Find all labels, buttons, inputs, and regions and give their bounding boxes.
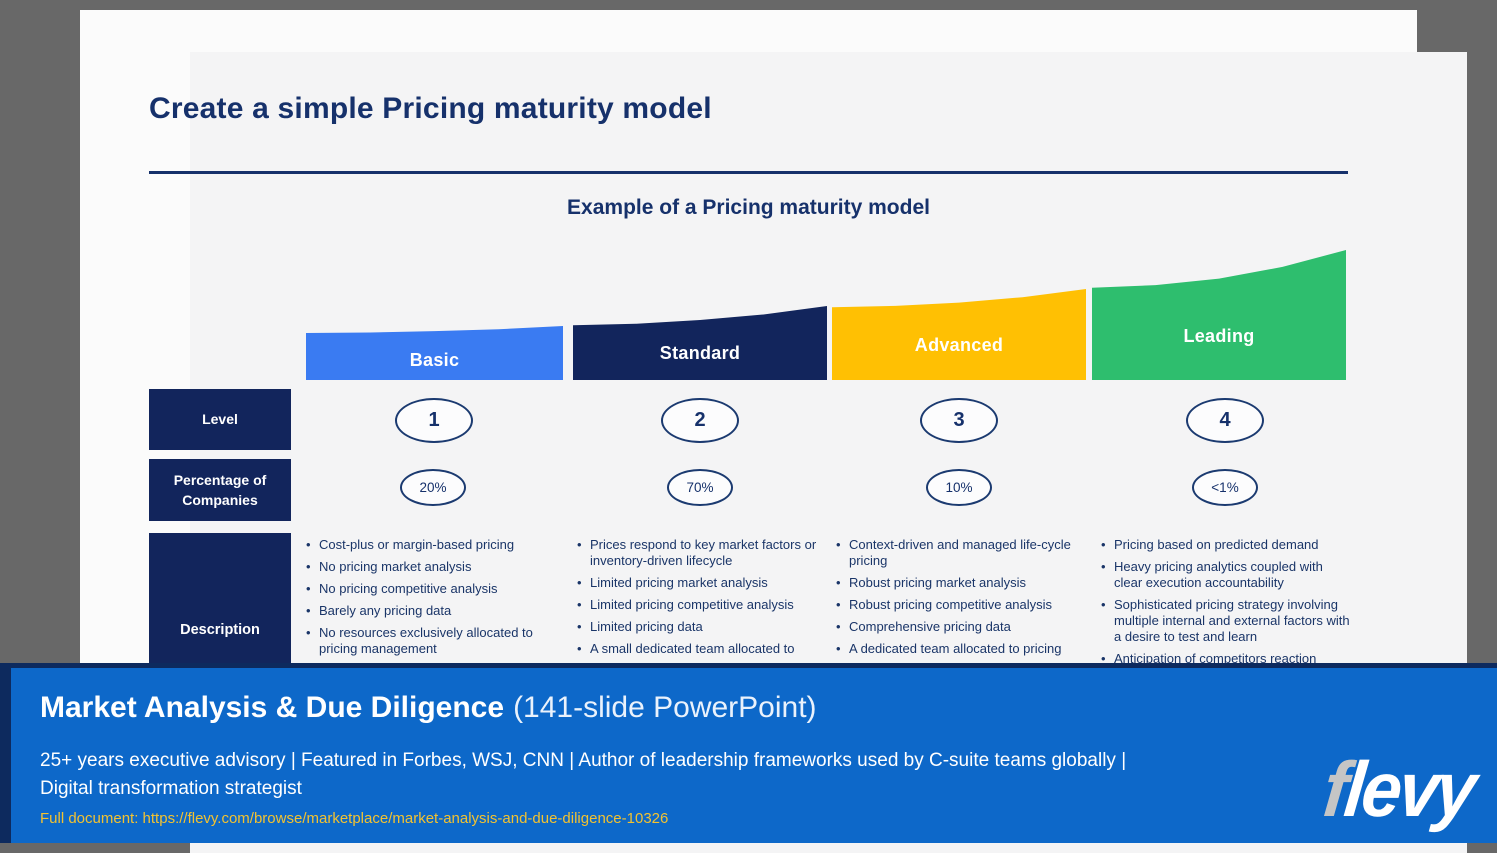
- bullet-item: Limited pricing market analysis: [576, 575, 832, 591]
- bullet-item: Prices respond to key market factors or …: [576, 537, 832, 569]
- bullet-item: Limited pricing competitive analysis: [576, 597, 832, 613]
- stage-label-leading: Leading: [1183, 326, 1255, 346]
- description-list-advanced: Context-driven and managed life-cycle pr…: [835, 537, 1089, 663]
- percentage-oval-4: <1%: [1192, 469, 1258, 506]
- description-list-leading: Pricing based on predicted demand Heavy …: [1100, 537, 1352, 673]
- level-oval-2: 2: [661, 398, 739, 443]
- bullet-item: Sophisticated pricing strategy involving…: [1100, 597, 1352, 645]
- description-list-standard: Prices respond to key market factors or …: [576, 537, 832, 663]
- bullet-item: Pricing based on predicted demand: [1100, 537, 1352, 553]
- percentage-oval-3: 10%: [926, 469, 992, 506]
- percentage-oval-2: 70%: [667, 469, 733, 506]
- level-oval-4: 4: [1186, 398, 1264, 443]
- bullet-item: Robust pricing market analysis: [835, 575, 1089, 591]
- level-oval-1: 1: [395, 398, 473, 443]
- stage-shape-basic: Basic: [306, 326, 563, 380]
- bullet-item: Barely any pricing data: [305, 603, 567, 619]
- flevy-logo-rest: levy: [1340, 746, 1478, 834]
- footer-banner-inner: Market Analysis & Due Diligence (141-slid…: [11, 668, 1497, 843]
- row-header-percentage: Percentage of Companies: [149, 459, 291, 521]
- bullet-item: A dedicated team allocated to pricing: [835, 641, 1089, 657]
- footer-product-title: Market Analysis & Due Diligence (141-slid…: [40, 691, 817, 725]
- footer-banner: Market Analysis & Due Diligence (141-slid…: [0, 663, 1497, 843]
- level-oval-3: 3: [920, 398, 998, 443]
- percentage-oval-1: 20%: [400, 469, 466, 506]
- product-title-suffix: (141-slide PowerPoint): [513, 691, 817, 724]
- stage-label-advanced: Advanced: [914, 335, 1004, 355]
- footer-author-line: 25+ years executive advisory | Featured …: [40, 750, 1127, 799]
- row-header-level: Level: [149, 389, 291, 450]
- slide-title: Create a simple Pricing maturity model: [149, 92, 712, 125]
- bullet-item: Anticipation of competitors reaction: [1100, 651, 1352, 667]
- stage-label-standard: Standard: [659, 343, 741, 363]
- bullet-item: Cost-plus or margin-based pricing: [305, 537, 567, 553]
- description-list-basic: Cost-plus or margin-based pricing No pri…: [305, 537, 567, 663]
- bullet-item: Context-driven and managed life-cycle pr…: [835, 537, 1089, 569]
- footer-document-link[interactable]: Full document: https://flevy.com/browse/…: [40, 810, 669, 827]
- bullet-item: Comprehensive pricing data: [835, 619, 1089, 635]
- stage-label-basic: Basic: [409, 350, 460, 370]
- flevy-logo: flevy: [1319, 747, 1477, 833]
- stage-shape-advanced: Advanced: [832, 289, 1086, 380]
- section-title: Example of a Pricing maturity model: [567, 196, 930, 219]
- bullet-item: Heavy pricing analytics coupled with cle…: [1100, 559, 1352, 591]
- bullet-item: No pricing market analysis: [305, 559, 567, 575]
- bullet-item: No pricing competitive analysis: [305, 581, 567, 597]
- bullet-item: Limited pricing data: [576, 619, 832, 635]
- bullet-item: A small dedicated team allocated to: [576, 641, 832, 657]
- title-divider: [149, 171, 1348, 174]
- bullet-item: Robust pricing competitive analysis: [835, 597, 1089, 613]
- bullet-item: No resources exclusively allocated to pr…: [305, 625, 567, 657]
- product-title-text: Market Analysis & Due Diligence: [40, 691, 505, 724]
